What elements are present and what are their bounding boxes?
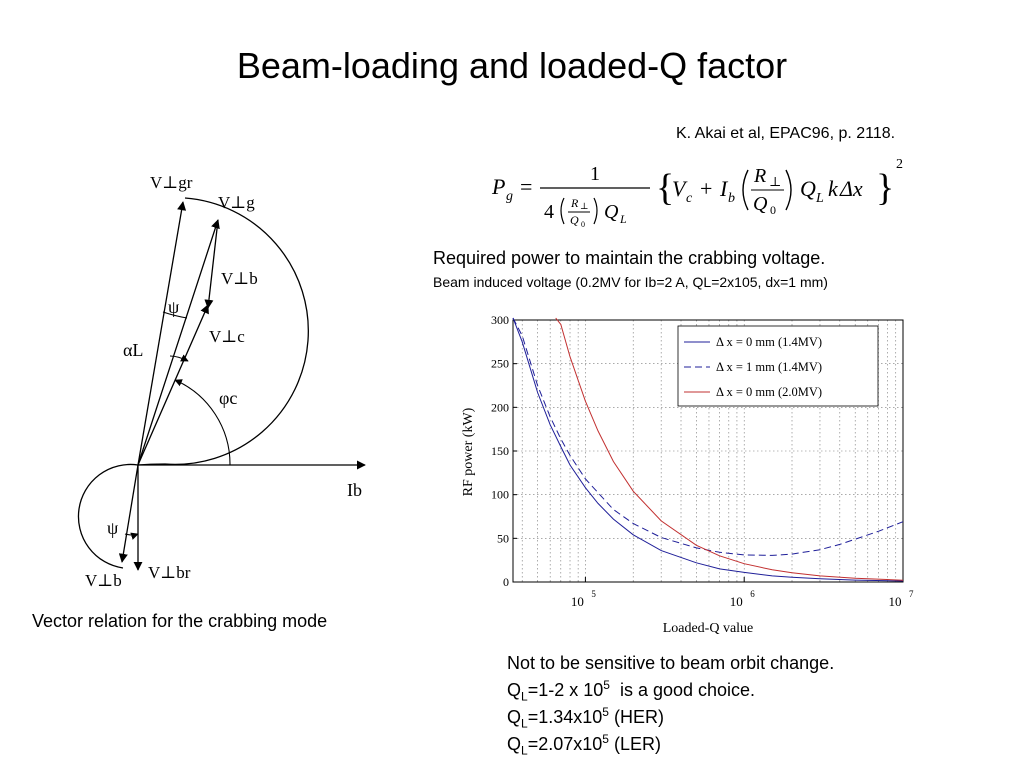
label-psi-upper: ψ xyxy=(168,297,180,317)
label-v-c: V⊥c xyxy=(209,327,245,346)
x-tick-label: 10 xyxy=(889,594,902,609)
note-line-4: QL=2.07x105 (LER) xyxy=(507,732,661,758)
formula-numerator: 1 xyxy=(590,163,600,185)
svg-text:}: } xyxy=(876,167,894,209)
formula-square: 2 xyxy=(896,157,903,172)
upper-circle-arc xyxy=(137,197,310,466)
formula-lhs-sub: g xyxy=(506,189,513,204)
formula-ib-sub: b xyxy=(728,191,735,206)
x-tick-exponent: 7 xyxy=(909,589,914,599)
y-tick-label: 100 xyxy=(491,488,509,502)
formula-perp-small: ⊥ xyxy=(580,201,588,211)
v-gr-vector xyxy=(137,201,187,466)
y-axis-label: RF power (kW) xyxy=(461,407,476,496)
formula-ql2-q: Q xyxy=(800,176,816,201)
series-line-1 xyxy=(512,317,904,582)
note-line-1: Not to be sensitive to beam orbit change… xyxy=(507,653,835,673)
label-psi-lower: ψ xyxy=(107,518,119,538)
formula-ql-q: Q xyxy=(604,201,619,223)
formula-vc-sub: c xyxy=(686,191,693,206)
formula-delta-x: Δx xyxy=(839,176,863,201)
legend-entry: Δ x = 1 mm (1.4MV) xyxy=(716,360,822,374)
x-tick-label: 10 xyxy=(730,594,743,609)
formula-ql2-l: L xyxy=(815,191,824,206)
formula-k: k xyxy=(828,176,839,201)
formula-i: I xyxy=(719,176,729,201)
v-b-vector xyxy=(204,219,219,309)
x-axis-label: Loaded-Q value xyxy=(663,621,754,636)
notes-block: Not to be sensitive to beam orbit change… xyxy=(507,650,834,758)
chart-legend: Δ x = 0 mm (1.4MV) Δ x = 1 mm (1.4MV) Δ x … xyxy=(677,325,879,407)
citation: K. Akai et al, EPAC96, p. 2118. xyxy=(676,125,896,142)
power-formula: P g = 1 4 R ⊥ Q 0 Q L { V c + I b R ⊥ Q … xyxy=(491,157,903,229)
formula-perp: ⊥ xyxy=(769,174,781,189)
formula-zero-small: 0 xyxy=(581,220,585,229)
series-line-3 xyxy=(555,317,904,581)
v-g-vector xyxy=(137,219,220,466)
v-b-lower-vector xyxy=(118,464,139,563)
legend-entry: Δ x = 0 mm (2.0MV) xyxy=(716,385,822,399)
label-ib: Ib xyxy=(347,480,362,500)
formula-r: R xyxy=(753,165,766,187)
legend-box xyxy=(677,325,879,407)
label-v-gr: V⊥gr xyxy=(150,173,193,192)
formula-q0-q: Q xyxy=(753,193,768,215)
formula-v: V xyxy=(672,176,688,201)
label-phi-c: φc xyxy=(219,388,237,408)
x-tick-label: 10 xyxy=(571,594,584,609)
psi-upper-arc xyxy=(162,311,188,319)
phi-c-arc xyxy=(174,379,231,466)
alpha-l-arc xyxy=(169,354,189,362)
formula-ql-l: L xyxy=(619,212,627,226)
label-v-g: V⊥g xyxy=(218,193,255,212)
formula-r-small: R xyxy=(570,196,579,210)
svg-text:=: = xyxy=(520,174,532,199)
label-v-b-lower: V⊥b xyxy=(85,571,122,590)
label-v-br: V⊥br xyxy=(148,563,191,582)
lower-circle-arc xyxy=(77,463,139,569)
note-line-3: QL=1.34x105 (HER) xyxy=(507,705,664,731)
y-tick-label: 200 xyxy=(491,400,509,414)
page-title: Beam-loading and loaded-Q factor xyxy=(236,45,788,86)
y-ticks: 0 50 100 150 200 250 300 xyxy=(491,313,517,589)
psi-lower-arc xyxy=(124,532,139,540)
x-tick-exponent: 6 xyxy=(750,589,755,599)
x-tick-exponent: 5 xyxy=(591,589,596,599)
beam-induced-text: Beam induced voltage (0.2MV for Ib=2 A, … xyxy=(433,274,828,290)
y-tick-label: 250 xyxy=(491,357,509,371)
svg-text:{: { xyxy=(656,167,674,209)
y-tick-label: 50 xyxy=(497,531,509,545)
label-v-b: V⊥b xyxy=(221,269,258,288)
vector-caption: Vector relation for the crabbing mode xyxy=(32,611,328,631)
formula-four: 4 xyxy=(544,201,554,223)
y-tick-label: 0 xyxy=(503,575,509,589)
x-ticks: 10 5 10 6 10 7 xyxy=(571,577,914,609)
label-alpha-l: αL xyxy=(123,340,143,360)
y-tick-label: 300 xyxy=(491,313,509,327)
v-c-vector xyxy=(137,304,209,466)
series-layer xyxy=(512,317,904,582)
formula-lhs: P xyxy=(491,174,505,199)
y-tick-label: 150 xyxy=(491,444,509,458)
formula-plus: + xyxy=(700,176,712,201)
series-line-2 xyxy=(512,317,904,556)
required-power-text: Required power to maintain the crabbing … xyxy=(433,248,826,268)
vector-diagram: V⊥gr V⊥g V⊥b V⊥c ψ αL φc Ib ψ V⊥b V⊥br xyxy=(77,173,366,590)
formula-q0-zero: 0 xyxy=(770,203,776,217)
legend-entry: Δ x = 0 mm (1.4MV) xyxy=(716,335,822,349)
formula-q0-small: Q xyxy=(570,213,579,227)
note-line-2: QL=1-2 x 105 is a good choice. xyxy=(507,678,756,704)
rf-power-chart: 0 50 100 150 200 250 300 10 5 10 6 10 7 Δ x = 0 mm … xyxy=(461,313,914,636)
